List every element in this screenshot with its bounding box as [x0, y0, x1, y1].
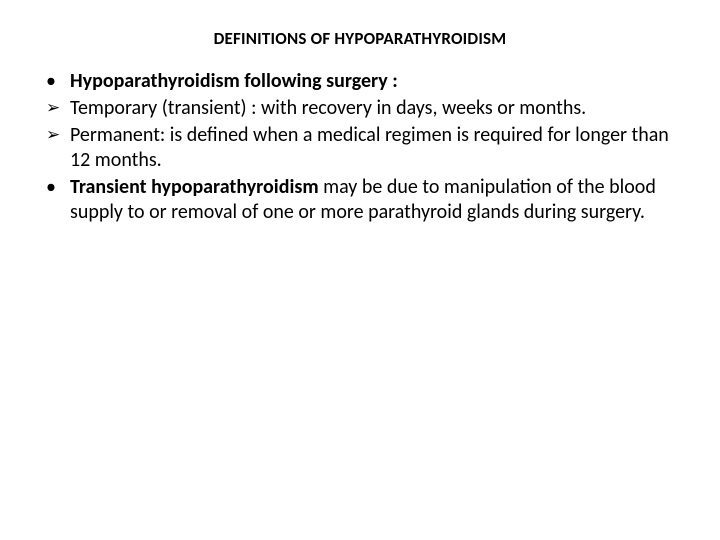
list-item-text: Temporary (transient) : with recovery in…	[70, 96, 680, 121]
list-item: ➢Permanent: is defined when a medical re…	[40, 123, 680, 173]
bullet-disc-icon: •	[40, 175, 70, 225]
bullet-disc-icon: •	[40, 69, 70, 94]
text-segment: Hypoparathyroidism following surgery :	[70, 69, 398, 93]
list-item-text: Permanent: is defined when a medical reg…	[70, 123, 680, 173]
text-segment: Temporary (transient) : with recovery in…	[70, 96, 586, 120]
list-item: •Transient hypoparathyroidism may be due…	[40, 175, 680, 225]
list-item: ➢Temporary (transient) : with recovery i…	[40, 96, 680, 121]
list-item-text: Transient hypoparathyroidism may be due …	[70, 175, 680, 225]
bullet-arrow-icon: ➢	[40, 96, 70, 121]
slide-title: DEFINITIONS OF HYPOPARATHYROIDISM	[40, 28, 680, 49]
text-segment: Permanent: is defined when a medical reg…	[70, 123, 669, 172]
slide-content: •Hypoparathyroidism following surgery :➢…	[40, 69, 680, 225]
text-segment: Transient hypoparathyroidism	[70, 175, 323, 199]
list-item-text: Hypoparathyroidism following surgery :	[70, 69, 680, 94]
bullet-arrow-icon: ➢	[40, 123, 70, 173]
list-item: •Hypoparathyroidism following surgery :	[40, 69, 680, 94]
slide: DEFINITIONS OF HYPOPARATHYROIDISM •Hypop…	[0, 0, 720, 540]
